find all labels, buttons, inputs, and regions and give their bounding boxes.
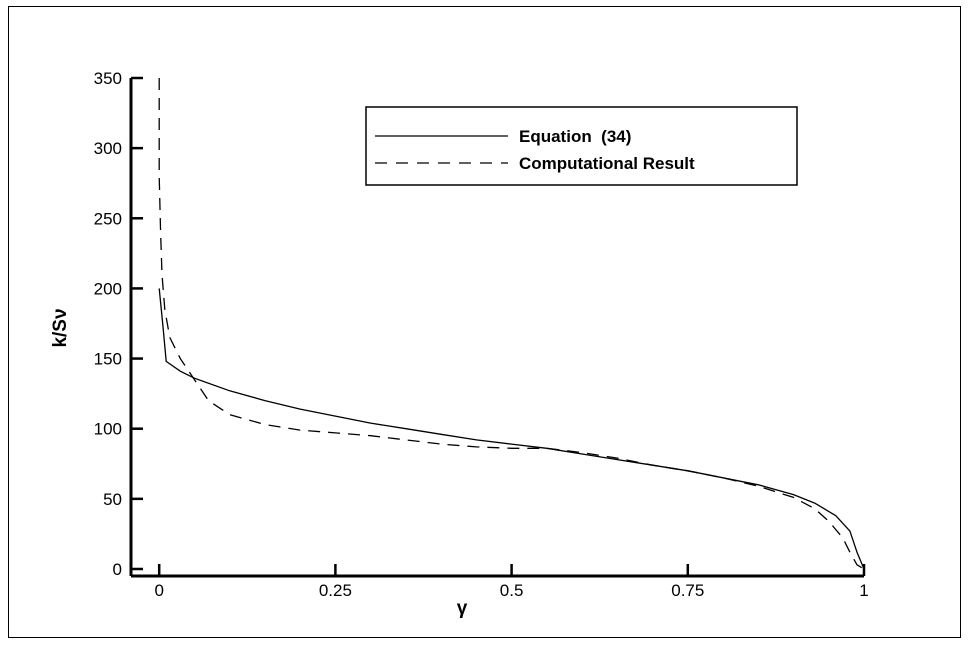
x-tick-label: 0.75	[671, 581, 704, 600]
x-axis-title: γ	[457, 598, 468, 619]
y-axis-title: k/Sν	[50, 308, 71, 347]
y-tick-label: 50	[103, 490, 122, 509]
series-lines	[158, 78, 865, 570]
y-tick-label: 300	[94, 139, 122, 158]
legend: Equation (34) Computational Result	[365, 106, 798, 186]
figure-frame	[8, 6, 961, 638]
y-tick-label: 250	[94, 209, 122, 228]
series-line-computational	[158, 78, 865, 570]
x-tick-label: 0.5	[500, 581, 524, 600]
y-tick-label: 150	[94, 350, 122, 369]
x-tick-label: 0	[154, 581, 163, 600]
y-tick-label: 350	[94, 69, 122, 88]
series-line-equation	[158, 288, 865, 570]
y-tick-label: 200	[94, 279, 122, 298]
y-tick-label: 100	[94, 420, 122, 439]
legend-label-equation: Equation (34)	[519, 127, 631, 146]
legend-box	[365, 106, 798, 186]
y-tick-label: 0	[113, 560, 122, 579]
x-tick-label: 0.25	[319, 581, 352, 600]
x-tick-label: 1	[859, 581, 868, 600]
axis-ticks: 0 0.25 0.5 0.75 1 0 50 100 150 200 250 300 350	[94, 69, 869, 600]
axes	[129, 78, 864, 578]
legend-label-computational: Computational Result	[519, 154, 695, 173]
